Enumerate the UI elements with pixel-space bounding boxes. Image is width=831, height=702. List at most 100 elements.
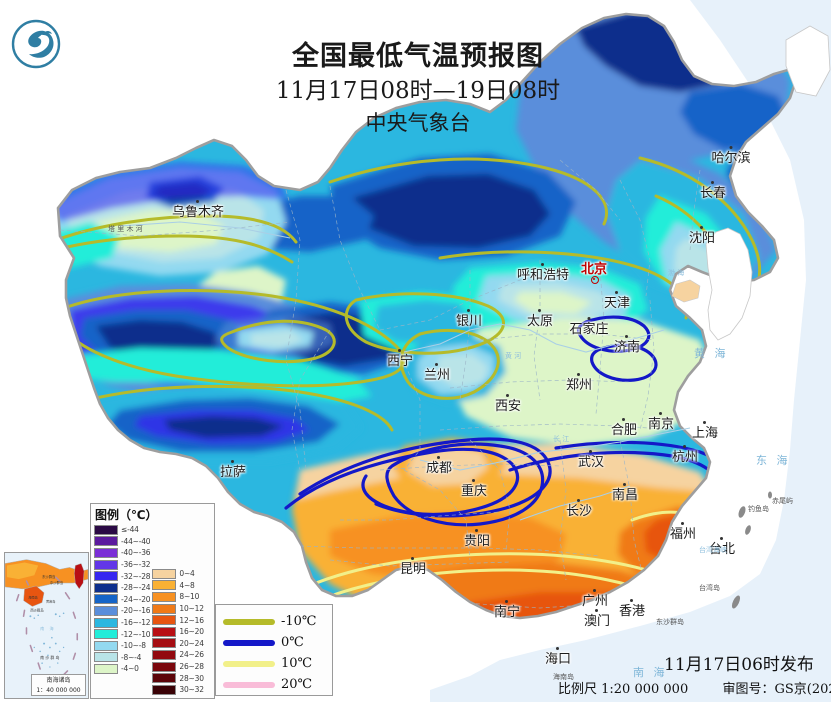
legend-color-swatch: [94, 652, 118, 663]
city-marker-icon: [719, 537, 723, 540]
city-name: 兰州: [423, 368, 451, 383]
legend-color-swatch: [94, 640, 118, 651]
city-name: 石家庄: [569, 322, 609, 337]
legend-color-swatch: [152, 661, 177, 672]
legend-color-swatch: [94, 629, 118, 640]
city-name: 武汉: [577, 455, 605, 470]
inset-scale-title: 南海诸岛: [46, 677, 71, 684]
legend-warm-column: 0~4 4~8 8~10 10~12 12~16 16~20 20~24 24~26 26~28…: [152, 524, 204, 696]
city-name: 太原: [526, 314, 554, 329]
legend-color-swatch: [152, 568, 177, 579]
legend-range-label: -40~-36: [121, 548, 151, 558]
legend-row: -8~-4: [94, 652, 150, 664]
city-name: 合肥: [610, 423, 638, 438]
geo-annotation-label: 赤尾屿: [772, 497, 793, 505]
city-name: 北京: [580, 262, 608, 277]
city-name: 长春: [699, 186, 727, 201]
inset-scale-value: 1：40 000 000: [36, 687, 81, 694]
city-label: 北京: [580, 262, 608, 284]
legend-row: -10~-8: [94, 640, 150, 652]
city-label: 南宁: [493, 600, 521, 620]
temperature-legend: 图例（℃） ≤-44 -44~-40 -40~-36 -36~-32 -32~-28 -2…: [90, 503, 215, 699]
city-marker-icon: [576, 373, 580, 376]
contour-legend-row: -10℃: [216, 611, 332, 632]
city-marker-icon: [230, 460, 234, 463]
city-name: 郑州: [565, 378, 593, 393]
legend-range-label: -44~-40: [121, 536, 151, 546]
city-name: 南宁: [493, 605, 521, 620]
legend-color-swatch: [152, 638, 177, 649]
city-label: 海口: [545, 647, 571, 666]
city-marker-icon: [540, 263, 544, 266]
legend-row: 28~30: [152, 672, 204, 684]
legend-color-swatch: [152, 603, 177, 614]
legend-color-swatch: [94, 536, 118, 547]
cma-dragon-logo: [10, 18, 62, 70]
legend-color-swatch: [152, 649, 177, 660]
legend-range-label: 16~20: [179, 627, 204, 637]
legend-range-label: -10~-8: [121, 641, 146, 651]
legend-color-swatch: [152, 684, 177, 695]
city-marker-icon: [555, 647, 559, 650]
legend-color-swatch: [94, 617, 118, 628]
city-marker-icon: [436, 456, 440, 459]
geo-annotation-label: 东沙群岛: [656, 618, 684, 626]
city-label: 银川: [456, 309, 482, 328]
city-marker-icon: [710, 181, 714, 184]
svg-text:南 海: 南 海: [40, 625, 55, 631]
legend-range-label: 26~28: [179, 662, 204, 672]
city-marker-icon: [537, 309, 541, 312]
city-name: 哈尔滨: [711, 151, 751, 166]
legend-row: 4~8: [152, 580, 203, 592]
svg-text:南 沙 群 岛: 南 沙 群 岛: [40, 655, 59, 660]
city-name: 杭州: [671, 450, 699, 465]
legend-range-label: 8~10: [179, 592, 200, 602]
city-name: 福州: [669, 527, 697, 542]
legend-color-swatch: [152, 580, 177, 591]
city-label: 太原: [526, 309, 554, 329]
city-label: 西安: [495, 394, 521, 413]
city-label: 天津: [603, 291, 631, 311]
city-name: 乌鲁木齐: [171, 205, 225, 220]
legend-range-label: 20~24: [179, 638, 204, 648]
city-marker-icon: [588, 450, 592, 453]
contour-value-label: 10℃: [281, 656, 313, 671]
geo-annotation-label: 海南岛: [553, 673, 574, 681]
city-marker-icon: [699, 226, 703, 229]
city-label: 哈尔滨: [711, 146, 751, 166]
city-name: 拉萨: [219, 465, 247, 480]
contour-line-sample: [223, 681, 275, 688]
legend-range-label: 4~8: [179, 580, 195, 590]
city-label: 长春: [699, 181, 727, 201]
city-label: 重庆: [461, 479, 487, 498]
legend-row: -24~-20: [94, 594, 151, 606]
city-name: 香港: [618, 604, 646, 619]
legend-color-swatch: [94, 547, 118, 558]
city-label: 南昌: [611, 483, 639, 503]
legend-row: -44~-40: [94, 536, 151, 548]
legend-range-label: -28~-24: [121, 583, 151, 593]
legend-row: -32~-28: [94, 570, 151, 582]
city-marker-icon: [434, 363, 438, 366]
legend-row: -20~-16: [94, 605, 151, 617]
contour-value-label: -10℃: [281, 614, 317, 629]
city-label: 乌鲁木齐: [171, 200, 225, 220]
city-label: 昆明: [400, 557, 426, 576]
city-label: 香港: [618, 599, 646, 619]
city-label: 杭州: [671, 445, 699, 465]
city-name: 南昌: [611, 488, 639, 503]
legend-range-label: -20~-16: [121, 606, 151, 616]
city-marker-icon: [594, 609, 598, 612]
contour-legend: -10℃ 0℃ 10℃ 20℃: [215, 604, 333, 696]
svg-text:黄岩岛: 黄岩岛: [46, 599, 55, 604]
sea-label: 黄 海: [694, 347, 729, 360]
city-name: 天津: [603, 296, 631, 311]
legend-color-swatch: [94, 559, 118, 570]
legend-row: -12~-10: [94, 628, 151, 640]
sea-label: 南 海: [633, 666, 668, 679]
legend-range-label: -32~-28: [121, 571, 151, 581]
legend-color-swatch: [94, 571, 118, 582]
city-name: 沈阳: [688, 231, 716, 246]
legend-color-swatch: [94, 594, 118, 605]
